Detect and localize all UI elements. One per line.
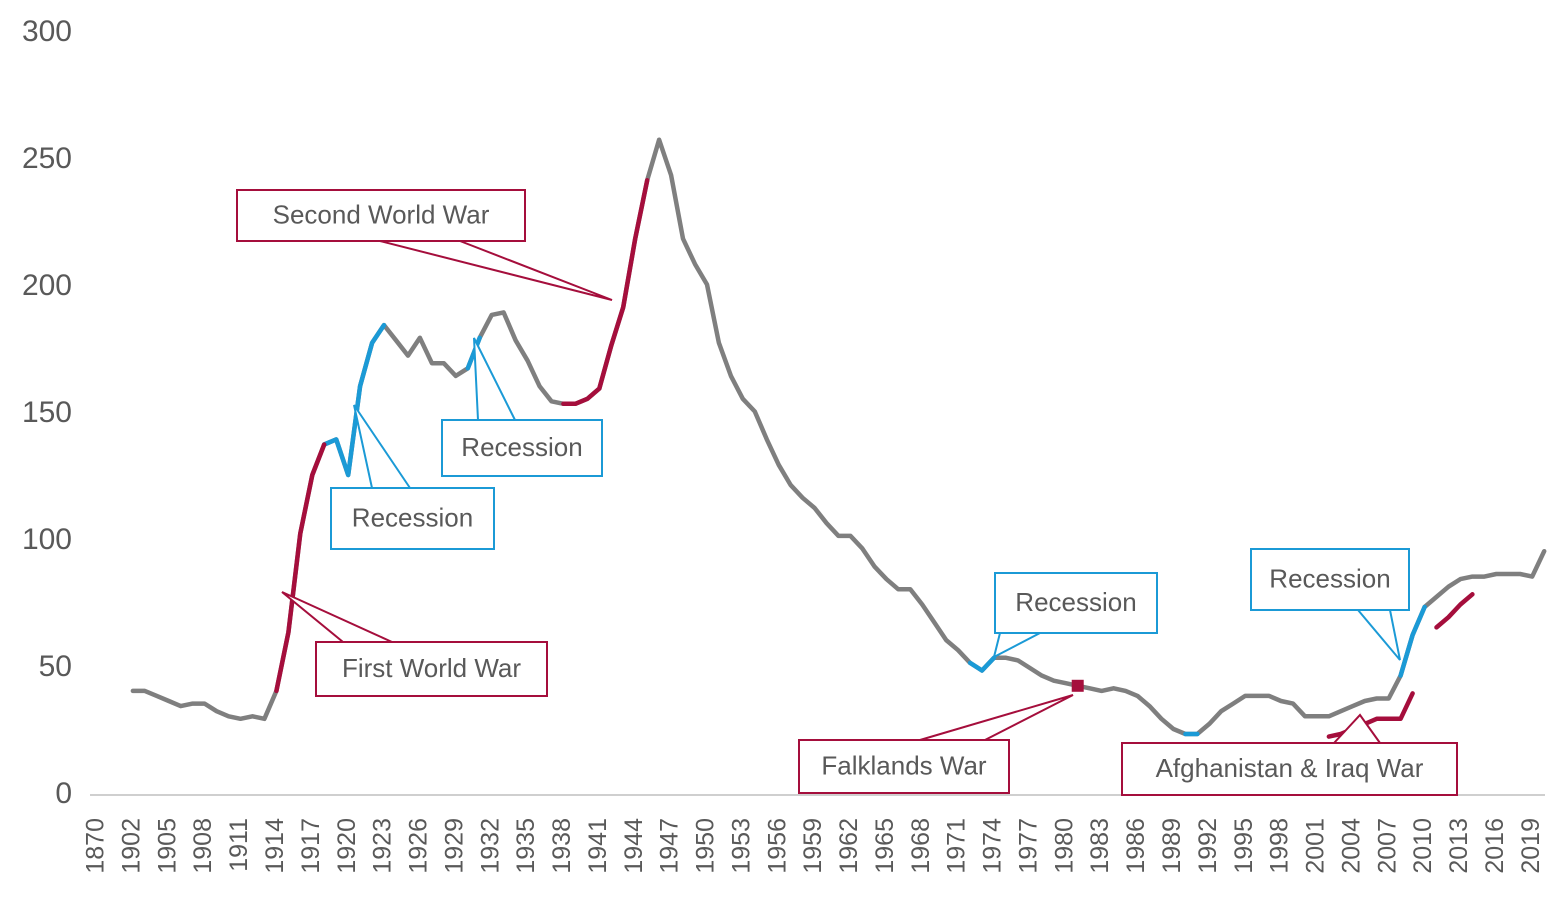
annotation: Recession bbox=[461, 432, 582, 462]
annotation: First World War bbox=[342, 653, 521, 683]
line bbox=[274, 442, 327, 694]
line bbox=[321, 322, 387, 478]
x-tick-label: 1911 bbox=[225, 818, 253, 872]
callout-box bbox=[994, 572, 1158, 634]
x-tick-label: 1923 bbox=[369, 818, 397, 874]
line bbox=[561, 178, 650, 407]
x-tick-label: 1968 bbox=[907, 818, 935, 874]
x-tick-label: 2007 bbox=[1373, 818, 1401, 874]
x-tick-label: 1983 bbox=[1086, 818, 1114, 874]
x-tick-label: 1947 bbox=[656, 818, 684, 874]
y-tick-label: 250 bbox=[22, 142, 72, 175]
callout-pointer bbox=[281, 591, 393, 643]
line bbox=[1434, 592, 1475, 630]
x-tick-label: 1953 bbox=[727, 818, 755, 874]
x-tick-label: 1914 bbox=[261, 818, 289, 874]
x-tick-label: 2004 bbox=[1337, 818, 1365, 874]
callout-pointer bbox=[919, 694, 1074, 741]
x-tick-label: 2019 bbox=[1517, 818, 1545, 874]
x-tick-label: 1980 bbox=[1050, 818, 1078, 874]
y-tick-label: 200 bbox=[22, 269, 72, 302]
x-tick-label: 1908 bbox=[189, 818, 217, 874]
y-tick-label: 150 bbox=[22, 396, 72, 429]
callout-pointer bbox=[992, 632, 1041, 659]
x-tick-label: 1998 bbox=[1266, 818, 1294, 874]
x-tick-label: 1992 bbox=[1194, 818, 1222, 874]
x-tick-label: 1944 bbox=[620, 818, 648, 874]
x-tick-label: 1950 bbox=[692, 818, 720, 874]
x-tick-label: 1965 bbox=[871, 818, 899, 874]
x-tick-label: 2001 bbox=[1302, 818, 1330, 874]
callout-pointer bbox=[379, 240, 613, 301]
x-tick-label: 1929 bbox=[440, 818, 468, 874]
annotation: Recession bbox=[1015, 587, 1136, 617]
line bbox=[1398, 604, 1427, 678]
x-tick-label: 1938 bbox=[548, 818, 576, 874]
x-tick-label: 1977 bbox=[1014, 818, 1042, 874]
x-tick-label: 2016 bbox=[1481, 818, 1509, 874]
annotation: Afghanistan & Iraq War bbox=[1156, 753, 1424, 783]
x-tick-label: 1941 bbox=[584, 818, 612, 874]
callout-box bbox=[441, 419, 603, 477]
y-tick-label: 300 bbox=[22, 15, 72, 48]
y-tick-label: 100 bbox=[22, 523, 72, 556]
callout-box bbox=[1121, 742, 1458, 796]
callout-pointer bbox=[1333, 713, 1381, 744]
x-tick-label: 2013 bbox=[1445, 818, 1473, 874]
x-tick-label: 1926 bbox=[405, 818, 433, 874]
annotation: Second World War bbox=[273, 199, 490, 229]
annotation: Recession bbox=[352, 502, 473, 532]
callout-box bbox=[798, 739, 1010, 794]
callout-pointer bbox=[353, 404, 411, 489]
x-tick-label: 1917 bbox=[297, 818, 325, 874]
x-tick-label: 1956 bbox=[763, 818, 791, 874]
x-tick-label: 1989 bbox=[1158, 818, 1186, 874]
x-tick-label: 1995 bbox=[1230, 818, 1258, 874]
x-tick-label: 1902 bbox=[117, 818, 145, 874]
x-tick-label: 1974 bbox=[979, 818, 1007, 874]
callout-box bbox=[1250, 548, 1410, 611]
line bbox=[967, 655, 997, 673]
x-tick-label: 1870 bbox=[82, 818, 110, 874]
x-tick-label: 2010 bbox=[1409, 818, 1437, 874]
x-tick-label: 1920 bbox=[333, 818, 361, 874]
annotation: Recession bbox=[1269, 563, 1390, 593]
x-tick-label: 1932 bbox=[476, 818, 504, 874]
point-marker bbox=[1071, 679, 1084, 692]
y-tick-label: 0 bbox=[55, 777, 72, 810]
callout-pointer bbox=[473, 337, 516, 421]
x-tick-label: 1959 bbox=[799, 818, 827, 874]
callout-box bbox=[236, 189, 526, 242]
annotation: Falklands War bbox=[821, 750, 987, 780]
x-tick-label: 1986 bbox=[1122, 818, 1150, 874]
x-tick-label: 1935 bbox=[512, 818, 540, 874]
callout-box bbox=[315, 641, 548, 697]
x-tick-label: 1971 bbox=[943, 818, 971, 874]
callout-box bbox=[330, 487, 495, 550]
callout-pointer bbox=[1357, 609, 1401, 661]
y-tick-label: 50 bbox=[39, 650, 72, 683]
x-tick-label: 1905 bbox=[153, 818, 181, 874]
x-tick-label: 1962 bbox=[835, 818, 863, 874]
